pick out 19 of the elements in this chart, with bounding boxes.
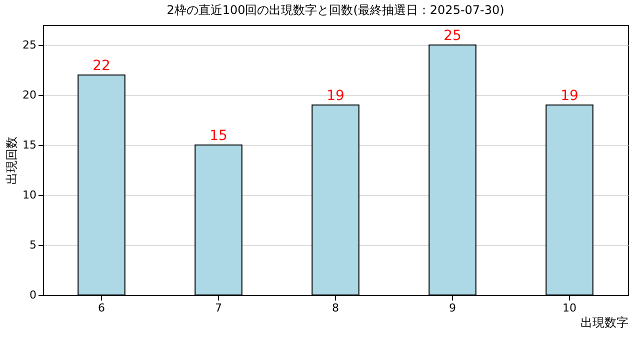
x-tick-label: 10 bbox=[562, 302, 576, 314]
y-tick-label: 20 bbox=[22, 88, 36, 102]
y-tick-label: 5 bbox=[30, 238, 36, 252]
y-tick-label: 10 bbox=[22, 188, 36, 202]
y-tick-label: 0 bbox=[30, 288, 36, 302]
data-label: 19 bbox=[326, 88, 344, 104]
x-tick-label: 9 bbox=[449, 302, 456, 314]
x-axis-title: 出現数字 bbox=[580, 316, 628, 330]
data-label: 19 bbox=[560, 88, 578, 104]
data-label: 25 bbox=[444, 28, 462, 44]
y-axis-title: 出現回数 bbox=[4, 136, 19, 184]
x-tick-label: 8 bbox=[332, 302, 339, 314]
x-tick-label: 7 bbox=[215, 302, 222, 314]
chart-title: 2枠の直近100回の出現数字と回数(最終抽選日：2025-07-30) bbox=[166, 3, 504, 17]
y-tick-label: 25 bbox=[22, 38, 36, 52]
data-label: 15 bbox=[210, 128, 228, 144]
y-tick-label: 15 bbox=[22, 138, 36, 152]
x-tick-label: 6 bbox=[98, 302, 105, 314]
data-label: 22 bbox=[92, 58, 110, 74]
